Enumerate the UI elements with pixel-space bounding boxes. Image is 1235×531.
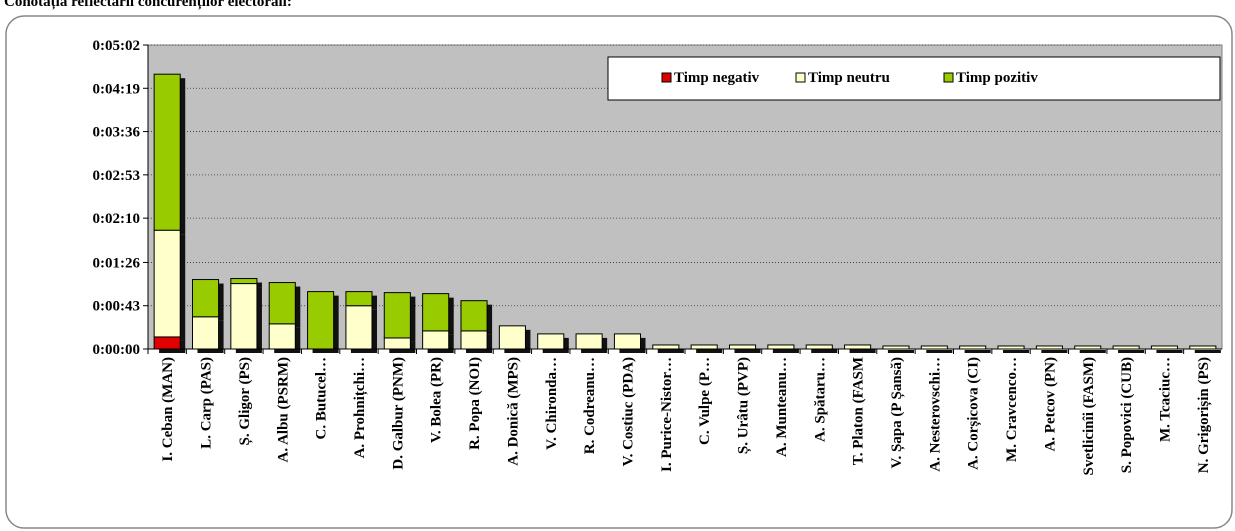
x-tick-label: C. Vulpe (P… xyxy=(697,357,713,445)
legend-label: Timp pozitiv xyxy=(956,70,1038,86)
y-tick-label: 0:00:43 xyxy=(93,299,141,315)
bar xyxy=(422,293,450,332)
bar xyxy=(728,344,757,350)
bar xyxy=(191,316,220,350)
y-tick-label: 0:04:19 xyxy=(93,81,141,97)
y-tick-label: 0:05:02 xyxy=(93,38,141,54)
legend-box xyxy=(607,56,1221,101)
y-tick-label: 0:03:36 xyxy=(93,125,141,141)
bar xyxy=(460,300,488,332)
bar xyxy=(383,292,411,339)
x-tick-label: V. Șapa (P Șansă) xyxy=(889,357,905,468)
x-tick-label: A. Spătaru… xyxy=(812,357,828,442)
bar-shadow xyxy=(1041,349,1068,353)
bar xyxy=(230,278,258,285)
bar-shadow xyxy=(1118,349,1145,353)
x-tick-label: Svetlicinîi (FASM) xyxy=(1081,357,1097,475)
bar-shadow xyxy=(696,348,723,353)
bar-shadow xyxy=(811,348,838,353)
x-tick-label: Ș. Urâtu (PVP) xyxy=(736,357,752,454)
x-tick-label: M. Cravcenco… xyxy=(1004,357,1020,462)
bar-shadow xyxy=(849,348,876,353)
bar xyxy=(498,325,526,350)
bar xyxy=(613,333,642,350)
chart-title: Conotația reflectării concurenților elec… xyxy=(4,0,292,10)
bar xyxy=(345,305,373,350)
bar xyxy=(345,291,373,307)
bar xyxy=(805,344,833,350)
x-tick-label: A. Corșicova (CI) xyxy=(966,357,982,470)
x-tick-label: A. Donică (MPS) xyxy=(505,357,521,466)
x-tick-label: M. Tcaciuc… xyxy=(1157,357,1173,442)
bar xyxy=(268,282,296,325)
bar xyxy=(690,344,718,350)
y-tick-label: 0:02:53 xyxy=(93,168,141,184)
x-tick-label: Ș. Gligor (PS) xyxy=(237,357,253,445)
bar-shadow xyxy=(1156,349,1183,353)
bar xyxy=(153,73,181,231)
bar-shadow xyxy=(1079,349,1106,353)
bar xyxy=(767,344,795,350)
x-tick-label: C. Butucel… xyxy=(314,357,330,440)
x-tick-label: A. Prohnițchi… xyxy=(352,357,368,458)
x-tick-label: A. Albu (PSRM) xyxy=(275,357,291,462)
bar xyxy=(268,323,296,350)
x-tick-label: T. Platon (FASM xyxy=(851,357,867,465)
bar-shadow xyxy=(926,349,953,353)
bar xyxy=(307,291,335,350)
legend-swatch xyxy=(795,72,806,83)
x-tick-label: L. Carp (PAS) xyxy=(199,357,215,449)
y-tick-label: 0:02:10 xyxy=(93,211,141,227)
bar xyxy=(153,336,181,350)
legend-swatch xyxy=(943,72,954,83)
x-tick-label: V. Costiuc (PDA) xyxy=(620,357,636,466)
x-tick-label: D. Galbur (PNM) xyxy=(390,357,406,470)
x-tick-label: S. Popovici (CUB) xyxy=(1119,357,1135,473)
x-tick-label: R. Codreanu… xyxy=(582,357,598,454)
bar xyxy=(652,344,680,350)
bar-shadow xyxy=(887,349,915,353)
x-tick-label: R. Popa (NOI) xyxy=(467,357,483,450)
bar xyxy=(575,333,603,350)
y-tick-label: 0:01:26 xyxy=(93,255,141,271)
y-tick-label: 0:00:00 xyxy=(93,342,141,358)
legend-label: Timp neutru xyxy=(808,70,890,86)
bar-shadow xyxy=(964,349,991,353)
bar xyxy=(230,283,258,350)
bar-shadow xyxy=(734,348,761,353)
bar-shadow xyxy=(772,348,799,353)
x-tick-label: A. Nesterovschi… xyxy=(927,357,943,472)
bar-shadow xyxy=(1194,349,1221,353)
bar xyxy=(383,337,411,350)
x-tick-label: V. Chironda… xyxy=(544,357,560,450)
legend-swatch xyxy=(661,72,672,83)
bar xyxy=(460,330,488,350)
x-tick-label: I. Purice-Nistor… xyxy=(659,357,675,472)
x-tick-label: V. Bolea (PR) xyxy=(429,357,445,443)
x-tick-label: A. Munteanu… xyxy=(774,357,790,457)
bar xyxy=(537,333,565,350)
bar xyxy=(153,229,181,338)
x-tick-label: A. Petcov (PN) xyxy=(1042,357,1058,452)
bar xyxy=(422,330,450,350)
x-tick-label: I. Ceban (MAN) xyxy=(160,357,176,462)
legend-label: Timp negativ xyxy=(674,70,760,86)
x-tick-label: N. Grigorișin (PS) xyxy=(1196,357,1212,473)
bar-shadow xyxy=(657,348,684,353)
bar xyxy=(191,279,220,318)
bar xyxy=(844,344,872,350)
bar-shadow xyxy=(1002,349,1030,353)
